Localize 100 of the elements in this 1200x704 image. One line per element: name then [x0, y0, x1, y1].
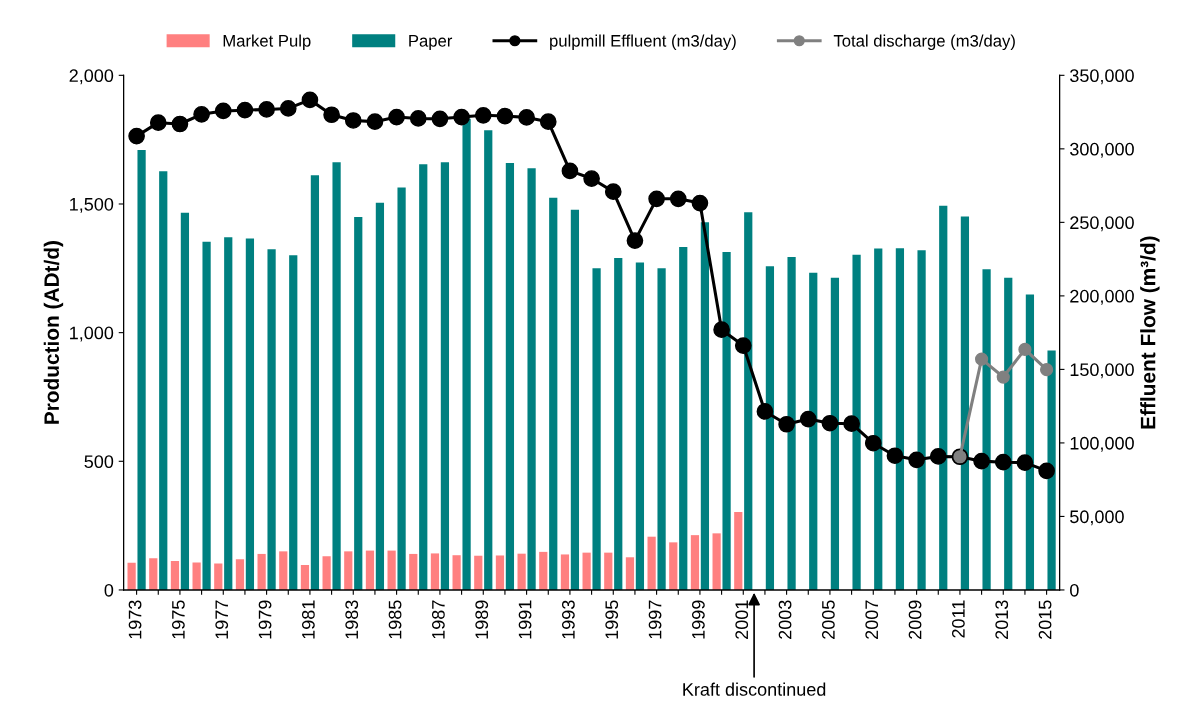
x-tick-label: 2007 — [865, 600, 879, 639]
x-tick-label: 2005 — [821, 600, 835, 639]
y-tick-label: 500 — [84, 455, 114, 469]
bar — [202, 241, 211, 590]
point — [344, 112, 362, 129]
point — [518, 109, 535, 126]
point — [496, 107, 514, 125]
x-tick-label: 1983 — [345, 600, 359, 639]
bar — [354, 217, 363, 590]
bar — [322, 556, 331, 590]
bar — [679, 246, 688, 590]
y-tick-label: 1,000 — [70, 326, 114, 342]
point — [973, 452, 990, 470]
text: Kraft discontinued — [683, 682, 826, 696]
bar — [647, 536, 656, 590]
bar — [310, 175, 320, 590]
point — [778, 415, 795, 433]
point — [193, 105, 210, 123]
bar — [700, 222, 710, 590]
bar — [495, 555, 505, 590]
point — [323, 106, 340, 124]
bar — [549, 197, 558, 590]
bar — [159, 171, 168, 590]
bar — [582, 552, 591, 590]
point — [171, 115, 189, 133]
point — [669, 190, 687, 208]
bar — [430, 553, 440, 590]
bar — [517, 553, 526, 590]
bar — [734, 511, 743, 590]
bar — [539, 551, 548, 590]
bar — [245, 238, 255, 590]
x-tick-label: 1979 — [258, 600, 272, 639]
bar — [690, 535, 700, 590]
point — [799, 410, 817, 428]
bar — [917, 250, 926, 590]
x-tick-label: 1973 — [128, 600, 142, 639]
bar — [722, 252, 731, 590]
y2-tick-label: 100,000 — [1070, 436, 1134, 452]
bar — [137, 149, 146, 590]
y2-axis-title: Effluent Flow (m³/d) — [1140, 236, 1160, 429]
point — [149, 114, 167, 132]
point — [128, 127, 145, 145]
bar — [365, 550, 375, 590]
bar — [527, 168, 536, 590]
point — [583, 170, 600, 187]
bar — [289, 255, 298, 590]
bar — [560, 554, 570, 590]
bar — [657, 268, 666, 590]
bar — [669, 542, 678, 590]
x-tick-label: 2015 — [1038, 600, 1052, 639]
y2-tick-label: 0 — [1070, 583, 1079, 597]
x-tick-label: 1987 — [431, 600, 445, 639]
y2-tick-label: 250,000 — [1070, 216, 1134, 232]
y2-tick-label: 350,000 — [1070, 69, 1134, 85]
x-tick-label: 1989 — [475, 600, 489, 639]
point — [864, 434, 882, 452]
y-tick-label: 1,500 — [70, 197, 114, 213]
point — [648, 190, 665, 208]
bar — [635, 262, 645, 590]
bar — [614, 258, 623, 590]
point — [258, 101, 275, 118]
bar — [127, 562, 136, 590]
bar — [474, 555, 483, 590]
point — [561, 162, 579, 180]
bar — [982, 269, 991, 590]
bar — [344, 551, 353, 590]
bar — [397, 187, 406, 590]
point — [713, 321, 730, 339]
point — [1038, 462, 1055, 480]
legend-label: Paper — [409, 35, 453, 51]
point — [453, 108, 470, 126]
bar — [830, 277, 840, 590]
point — [691, 194, 709, 212]
x-tick-label: 2003 — [778, 600, 792, 639]
point — [994, 453, 1012, 471]
point — [388, 108, 405, 126]
bar — [1004, 277, 1013, 590]
y2-tick-label: 200,000 — [1070, 289, 1134, 305]
point — [843, 415, 860, 432]
bar — [604, 552, 613, 590]
y-axis-title: Production (ADt/d) — [43, 241, 64, 424]
bar — [874, 248, 883, 590]
point — [539, 113, 557, 130]
point — [734, 337, 752, 354]
bar — [149, 558, 158, 590]
legend-label: Market Pulp — [223, 34, 311, 51]
y-tick-label: 2,000 — [69, 69, 114, 85]
x-tick-label: 1991 — [518, 600, 532, 639]
bar — [235, 559, 245, 590]
bar — [440, 162, 450, 590]
point — [301, 91, 319, 109]
x-tick-label: 1985 — [388, 600, 402, 639]
bar — [192, 562, 201, 590]
bar — [625, 557, 635, 590]
x-tick-label: 1997 — [648, 600, 662, 639]
bar — [375, 202, 385, 590]
x-tick-label: 1981 — [301, 600, 315, 639]
point — [975, 352, 989, 366]
bar — [214, 563, 223, 590]
y2-tick-label: 150,000 — [1070, 363, 1134, 379]
